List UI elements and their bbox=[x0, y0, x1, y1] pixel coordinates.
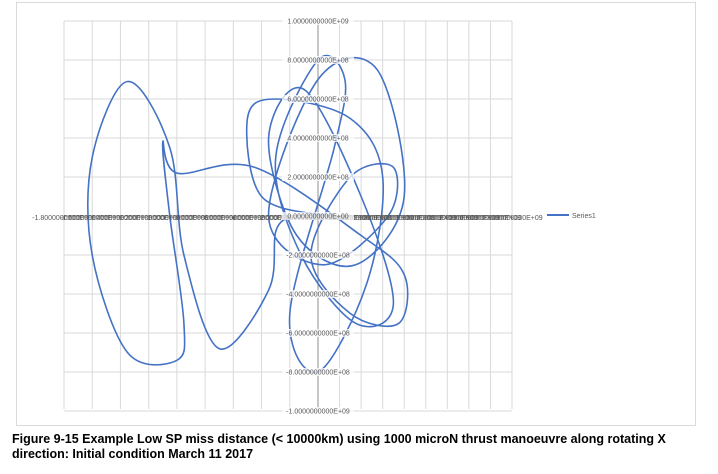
x-tick-label: -1.0000000000E+09 bbox=[145, 215, 209, 222]
y-tick-label: -6.0000000000E+08 bbox=[286, 331, 350, 338]
x-tick-label: -4.0000000000E+08 bbox=[230, 215, 294, 222]
y-tick-label: -4.0000000000E+08 bbox=[286, 292, 350, 299]
legend-label: Series1 bbox=[572, 213, 596, 220]
chart-svg: -1.8000000000E+09-1.6000000000E+09-1.400… bbox=[32, 17, 596, 416]
x-tick-label: 1.2000000000E+09 bbox=[417, 215, 478, 222]
x-tick-label: 1.8000000000E+09 bbox=[481, 215, 542, 222]
x-tick-label: -6.0000000000E+08 bbox=[202, 215, 266, 222]
y-tick-label-bg bbox=[282, 407, 354, 415]
y-tick-label-bg bbox=[282, 212, 354, 220]
x-tick-label: -8.0000000000E+08 bbox=[173, 215, 237, 222]
x-tick-label: -1.4000000000E+09 bbox=[89, 215, 153, 222]
y-tick-label: -2.0000000000E+08 bbox=[286, 253, 350, 260]
y-tick-label-bg bbox=[282, 95, 354, 103]
y-tick-label: 2.0000000000E+08 bbox=[287, 175, 348, 182]
x-tick-label: 6.0000000000E+08 bbox=[352, 215, 413, 222]
y-tick-label: 6.0000000000E+08 bbox=[287, 97, 348, 104]
y-tick-label-bg bbox=[282, 56, 354, 64]
y-tick-label: 0.0000000000E+00 bbox=[287, 214, 348, 221]
x-tick-label: 4.0000000000E+08 bbox=[330, 215, 391, 222]
x-tick-label: 1.4000000000E+09 bbox=[438, 215, 499, 222]
y-tick-label-bg bbox=[282, 134, 354, 142]
figure-caption: Figure 9-15 Example Low SP miss distance… bbox=[12, 432, 666, 461]
y-tick-label: -8.0000000000E+08 bbox=[286, 370, 350, 377]
x-tick-label: 1.6000000000E+09 bbox=[460, 215, 521, 222]
y-tick-label-bg bbox=[282, 251, 354, 259]
x-tick-label: -1.2000000000E+09 bbox=[117, 215, 181, 222]
x-tick-label: -1.8000000000E+09 bbox=[32, 215, 96, 222]
y-tick-label: -1.0000000000E+09 bbox=[286, 409, 350, 416]
y-tick-label-bg bbox=[282, 17, 354, 25]
chart-frame: -1.8000000000E+09 -1.6000000000E+09 -1.400… bbox=[16, 2, 696, 426]
y-tick-label: 8.0000000000E+08 bbox=[287, 58, 348, 65]
y-tick-label-bg bbox=[282, 173, 354, 181]
x-tick-label: -1.6000000000E+09 bbox=[60, 215, 124, 222]
y-tick-label: 4.0000000000E+08 bbox=[287, 136, 348, 143]
y-tick-label-bg bbox=[282, 290, 354, 298]
x-tick-label: 1.0000000000E+09 bbox=[395, 215, 456, 222]
legend: Series1 bbox=[547, 213, 596, 220]
y-tick-label: 1.0000000000E+09 bbox=[287, 19, 348, 26]
x-tick-label: 8.0000000000E+08 bbox=[374, 215, 435, 222]
y-tick-labels: 1.0000000000E+09 8.0000000000E+08 6.000000… bbox=[282, 17, 354, 416]
y-tick-label-bg bbox=[282, 329, 354, 337]
y-tick-label-bg bbox=[282, 368, 354, 376]
